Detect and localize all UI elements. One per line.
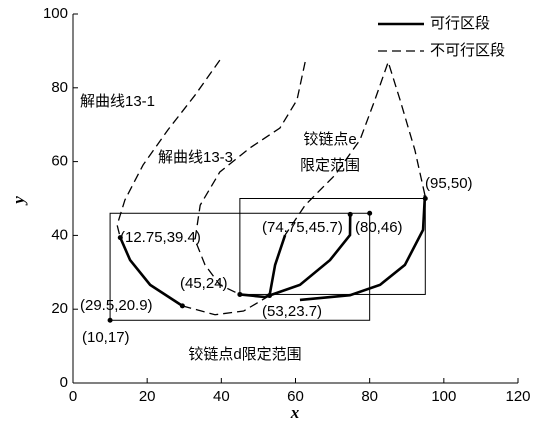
x-tick-label: 40 xyxy=(213,388,230,405)
point-label: (95,50) xyxy=(425,175,473,192)
point xyxy=(117,235,123,241)
point xyxy=(422,196,428,201)
point xyxy=(237,291,243,297)
point xyxy=(267,293,273,299)
y-tick-label: 40 xyxy=(51,226,68,243)
legend-label: 不可行区段 xyxy=(430,42,505,59)
point-label: (10,17) xyxy=(82,329,130,346)
infeasible-segment xyxy=(182,294,270,316)
x-axis-label: x xyxy=(290,403,300,422)
feasible-segment xyxy=(299,195,427,302)
x-tick-label: 60 xyxy=(287,388,304,405)
point-label: (53,23.7) xyxy=(262,303,322,320)
region-label: 铰链点e xyxy=(303,130,356,148)
point-label: (74.75,45.7) xyxy=(262,219,343,236)
y-tick-label: 60 xyxy=(51,153,68,170)
feasible-segment xyxy=(239,214,352,299)
x-tick-label: 20 xyxy=(139,388,156,405)
region-label: 限定范围 xyxy=(300,157,360,174)
y-tick-label: 80 xyxy=(51,79,68,96)
feasible-segment xyxy=(119,237,184,307)
curve-label: 解曲线13-1 xyxy=(80,93,155,110)
point xyxy=(367,210,373,216)
x-tick-label: 100 xyxy=(431,388,456,405)
y-tick-label: 0 xyxy=(60,374,68,391)
point xyxy=(347,211,353,217)
legend-label: 可行区段 xyxy=(430,15,490,32)
infeasible-segment xyxy=(194,61,306,296)
feasible-segment xyxy=(268,234,287,296)
infeasible-segment xyxy=(284,59,426,236)
point-label: (12.75,39.4) xyxy=(120,229,201,246)
y-tick-label: 100 xyxy=(43,5,68,22)
point xyxy=(107,317,113,323)
point-label: (45,24) xyxy=(180,275,228,292)
point xyxy=(179,303,185,309)
x-tick-label: 0 xyxy=(69,388,77,405)
curve-label: 解曲线13-3 xyxy=(158,149,233,166)
infeasible-segment xyxy=(116,59,221,238)
point-label: (29.5,20.9) xyxy=(80,297,153,314)
point-label: (80,46) xyxy=(355,219,403,236)
region xyxy=(239,198,426,295)
x-tick-label: 120 xyxy=(505,388,530,405)
x-tick-label: 80 xyxy=(361,388,378,405)
y-tick-label: 20 xyxy=(51,300,68,317)
region-label: 铰链点d限定范围 xyxy=(188,345,301,363)
y-axis-label: y xyxy=(9,196,28,206)
